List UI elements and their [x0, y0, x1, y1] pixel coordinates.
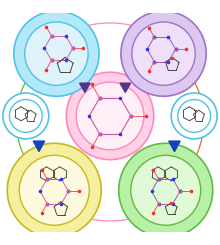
- Polygon shape: [80, 83, 90, 92]
- Circle shape: [178, 99, 211, 132]
- Polygon shape: [33, 141, 45, 152]
- Circle shape: [131, 155, 201, 225]
- Circle shape: [25, 22, 88, 85]
- Circle shape: [75, 81, 145, 151]
- Circle shape: [3, 93, 49, 139]
- Circle shape: [121, 11, 206, 96]
- Circle shape: [171, 93, 217, 139]
- Circle shape: [66, 72, 154, 160]
- Circle shape: [76, 82, 144, 150]
- Circle shape: [75, 81, 145, 151]
- Circle shape: [119, 143, 213, 237]
- Circle shape: [75, 81, 145, 150]
- Polygon shape: [120, 83, 130, 92]
- Circle shape: [7, 143, 101, 237]
- Circle shape: [132, 22, 195, 85]
- Polygon shape: [169, 141, 180, 152]
- Circle shape: [14, 11, 99, 96]
- Circle shape: [9, 99, 42, 132]
- Circle shape: [76, 82, 144, 150]
- Circle shape: [76, 82, 144, 150]
- Circle shape: [19, 155, 89, 225]
